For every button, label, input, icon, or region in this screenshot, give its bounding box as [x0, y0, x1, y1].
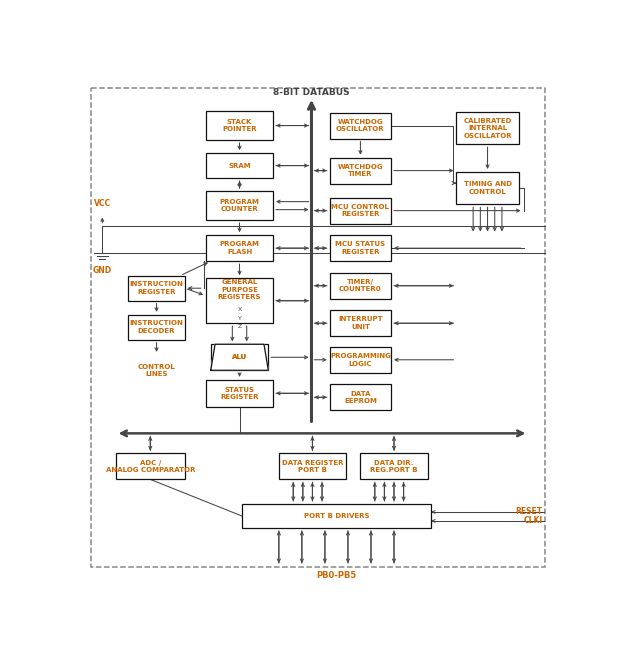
Text: WATCHDOG
OSCILLATOR: WATCHDOG OSCILLATOR	[336, 119, 385, 133]
Bar	[210, 344, 268, 370]
Text: ALU: ALU	[232, 354, 247, 360]
Text: GENERAL
PURPOSE
REGISTERS: GENERAL PURPOSE REGISTERS	[218, 280, 261, 300]
Bar	[330, 346, 391, 373]
Bar	[241, 504, 431, 528]
Bar	[206, 235, 273, 261]
Bar	[330, 157, 391, 183]
Text: ADC /
ANALOG COMPARATOR: ADC / ANALOG COMPARATOR	[106, 460, 195, 473]
Text: X: X	[238, 307, 241, 312]
Text: PROGRAM
FLASH: PROGRAM FLASH	[220, 241, 259, 255]
Bar	[330, 384, 391, 410]
Text: CALIBRATED
INTERNAL
OSCILLATOR: CALIBRATED INTERNAL OSCILLATOR	[463, 118, 512, 138]
Text: DATA DIR.
REG.PORT B: DATA DIR. REG.PORT B	[370, 460, 418, 473]
Bar	[330, 198, 391, 224]
Text: RESET: RESET	[516, 508, 543, 517]
Text: GND: GND	[93, 266, 112, 275]
Text: VCC: VCC	[93, 199, 111, 208]
Text: TIMER/
COUNTER0: TIMER/ COUNTER0	[339, 279, 382, 293]
Text: PB0-PB5: PB0-PB5	[316, 571, 357, 580]
Text: INTERRUPT
UNIT: INTERRUPT UNIT	[338, 317, 383, 330]
Bar	[206, 153, 273, 178]
Bar	[206, 380, 273, 407]
Text: STACK
POINTER: STACK POINTER	[222, 119, 257, 133]
Text: PORT B DRIVERS: PORT B DRIVERS	[304, 513, 369, 519]
Text: INSTRUCTION
REGISTER: INSTRUCTION REGISTER	[129, 281, 183, 295]
Text: MCU CONTROL
REGISTER: MCU CONTROL REGISTER	[332, 204, 389, 217]
Polygon shape	[210, 344, 268, 370]
Bar	[330, 112, 391, 138]
Bar	[279, 454, 346, 480]
Text: PROGRAMMING
LOGIC: PROGRAMMING LOGIC	[330, 353, 391, 367]
Text: CONTROL
LINES: CONTROL LINES	[137, 364, 175, 377]
Text: INSTRUCTION
DECODER: INSTRUCTION DECODER	[129, 320, 183, 334]
Text: CLKI: CLKI	[524, 517, 543, 525]
Bar	[456, 112, 519, 144]
Text: Y: Y	[238, 316, 241, 320]
Text: 8-BIT DATABUS: 8-BIT DATABUS	[273, 88, 350, 96]
Bar	[330, 310, 391, 336]
Text: Z: Z	[238, 324, 241, 330]
Bar	[128, 315, 185, 340]
Bar	[206, 111, 273, 140]
Text: SRAM: SRAM	[228, 162, 251, 168]
Text: STATUS
REGISTER: STATUS REGISTER	[220, 387, 259, 400]
Text: TIMING AND
CONTROL: TIMING AND CONTROL	[464, 181, 511, 195]
Bar	[456, 172, 519, 204]
Text: DATA REGISTER
PORT B: DATA REGISTER PORT B	[282, 460, 343, 473]
Text: MCU STATUS
REGISTER: MCU STATUS REGISTER	[335, 241, 386, 255]
Bar	[330, 273, 391, 299]
Bar	[128, 276, 185, 301]
Bar	[206, 191, 273, 220]
Bar	[206, 278, 273, 323]
Bar	[330, 235, 391, 261]
Text: PROGRAM
COUNTER: PROGRAM COUNTER	[220, 199, 259, 213]
Text: WATCHDOG
TIMER: WATCHDOG TIMER	[337, 164, 383, 177]
Bar	[116, 454, 185, 480]
Text: DATA
EEPROM: DATA EEPROM	[344, 391, 377, 404]
Text: ALU: ALU	[232, 354, 247, 360]
Bar	[360, 454, 428, 480]
